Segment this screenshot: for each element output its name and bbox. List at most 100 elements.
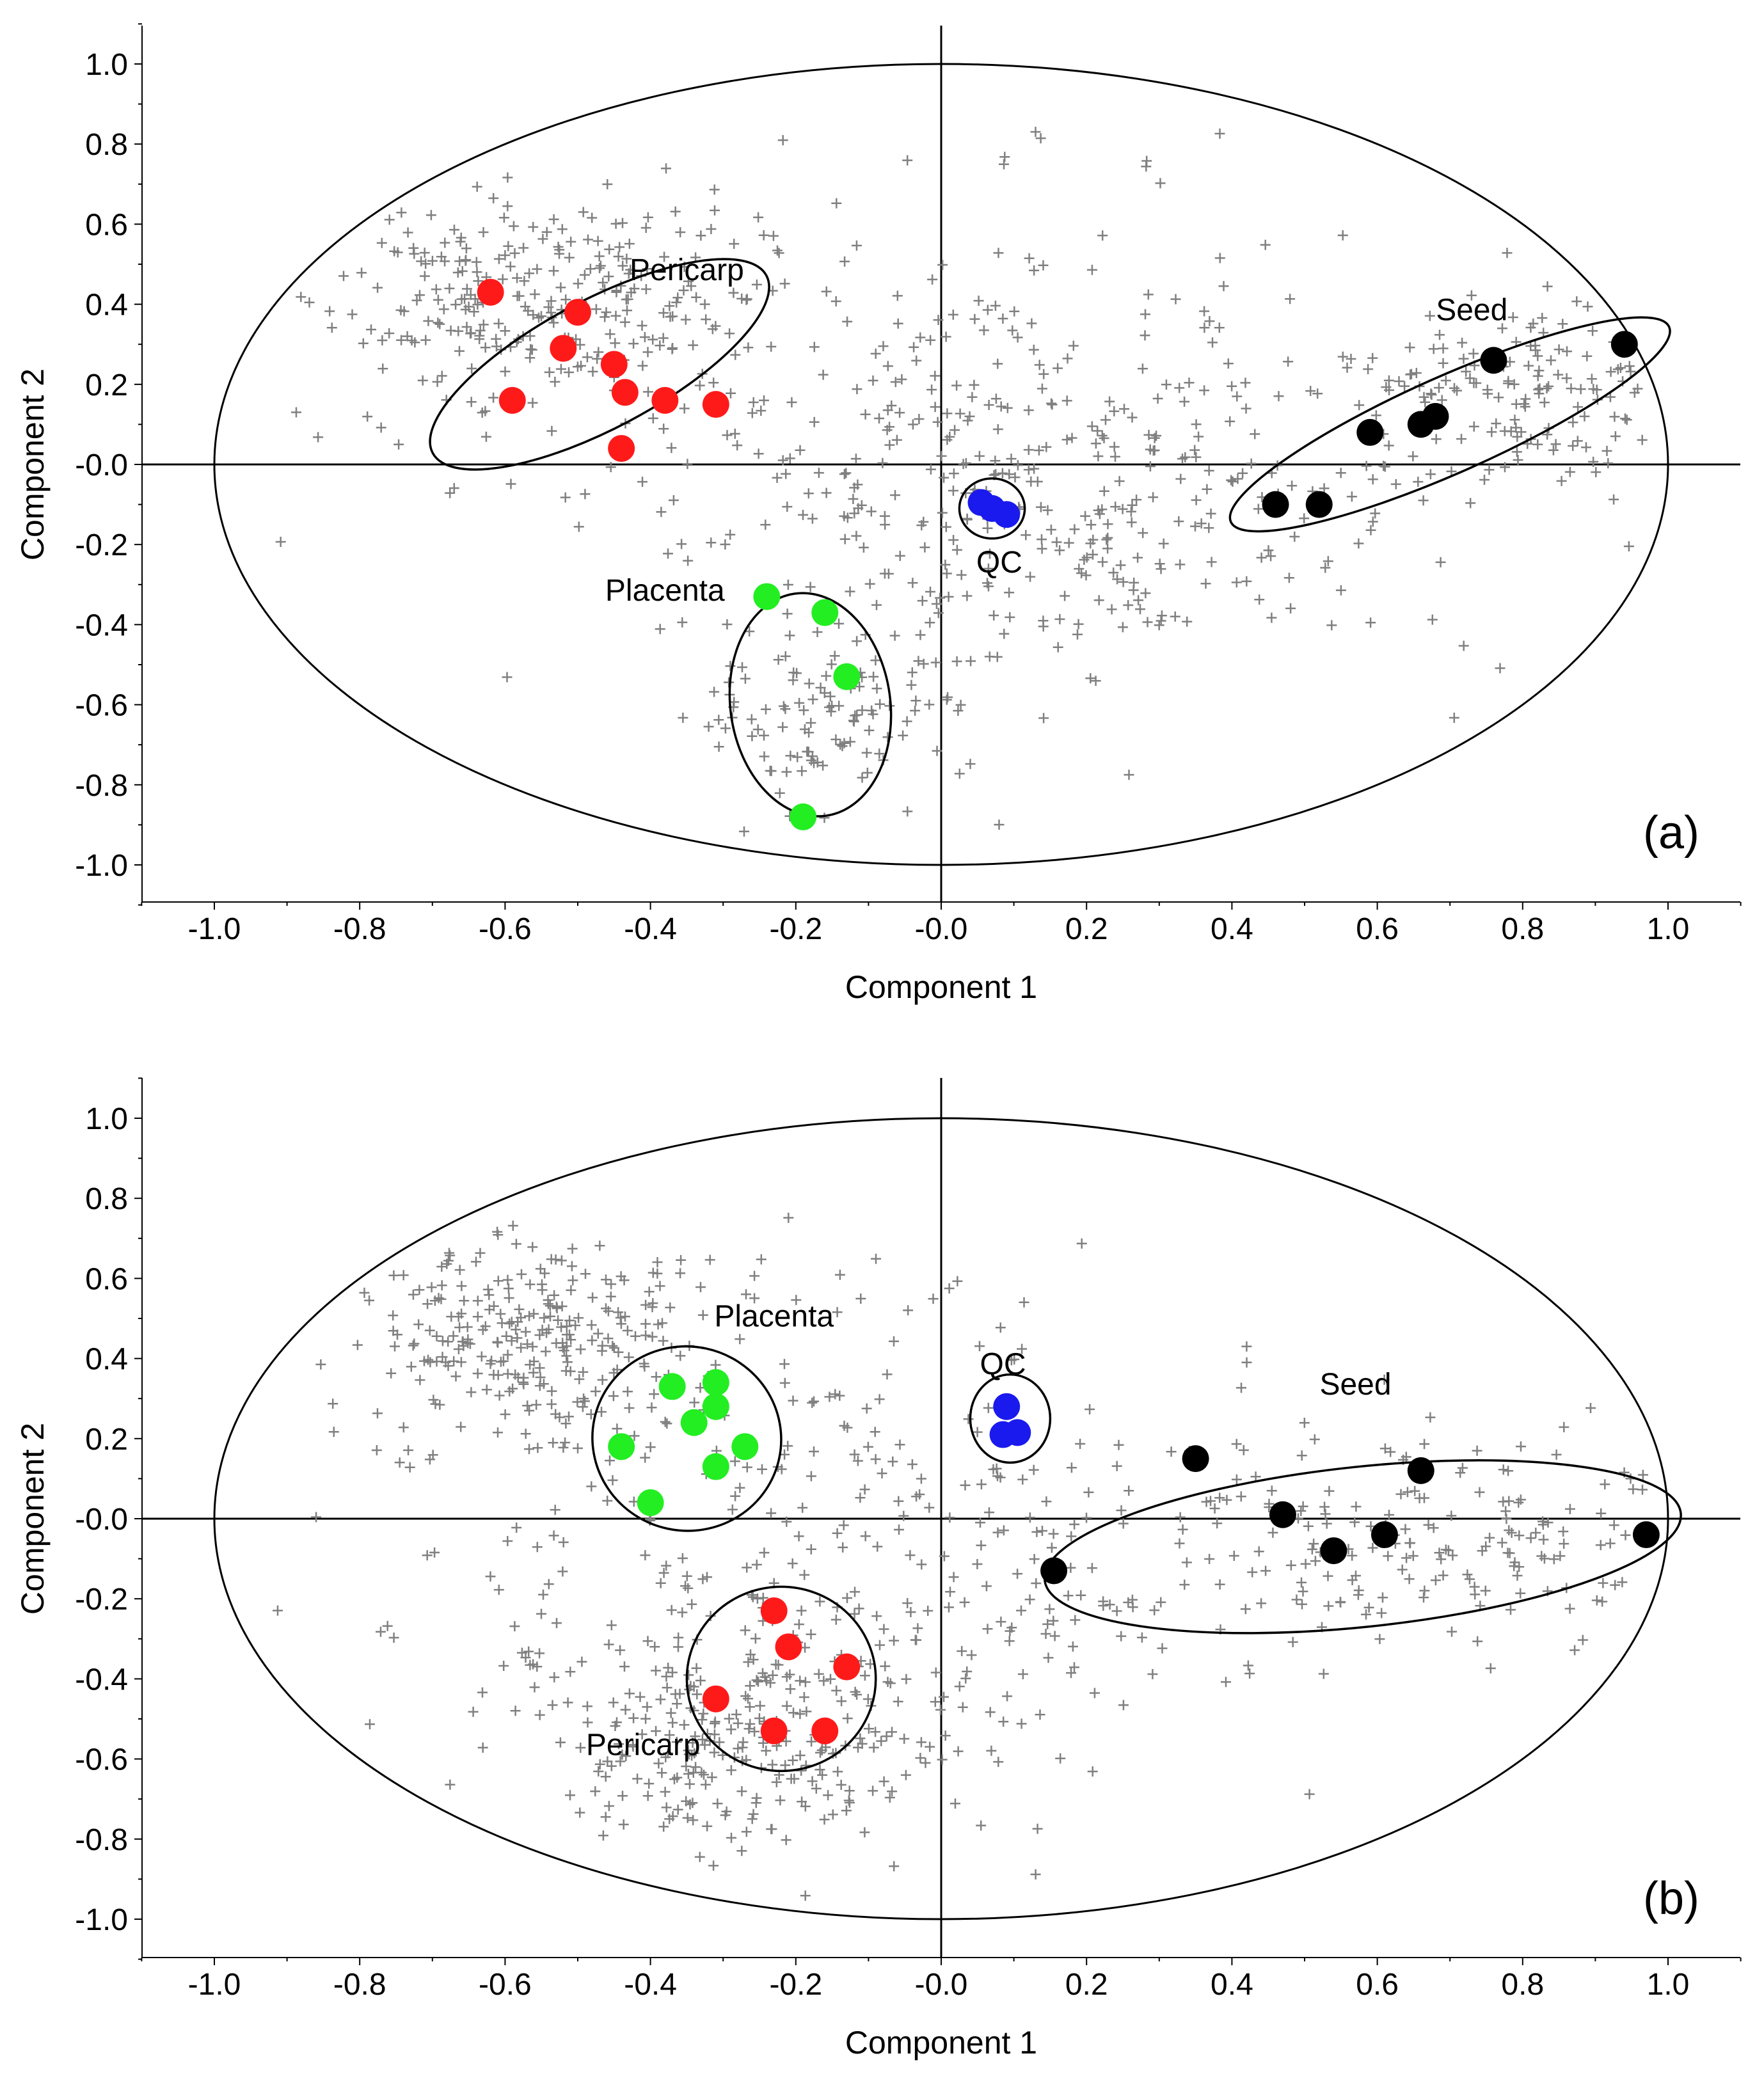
loading-markers [275,127,1648,837]
placenta-sample-point [680,1409,708,1436]
seed-label: Seed [1319,1368,1391,1402]
y-axis-label: Component 2 [15,368,51,560]
pericarp-sample-point [760,1717,788,1745]
qc-sample-point [1004,1419,1031,1446]
placenta-ellipse [591,1345,783,1532]
x-tick-label: 0.8 [1501,1968,1544,2002]
pericarp-sample-point [811,1717,839,1745]
y-tick-label: -1.0 [75,849,128,883]
x-tick-label: 1.0 [1647,1968,1690,2002]
seed-sample-point [1480,347,1507,374]
panel-a: 1.0 0.8 0.6 0.4 0.2 -0.0 -0.2 -0.4 -0.6 -0.8 -1.0 -… [15,23,1742,1005]
placenta-sample-point [833,663,861,690]
panel-b: 1.0 0.8 0.6 0.4 0.2 -0.0 -0.2 -0.4 -0.6 -0.8 -1.0 -… [15,1077,1742,2061]
y-tick-label: -0.2 [75,1583,128,1617]
qc-label: QC [980,1348,1026,1382]
placenta-sample-point [811,599,839,626]
hotelling-ellipse [213,1117,1669,1920]
y-tick-label: -0.8 [75,1823,128,1857]
y-tick-label: 0.4 [85,289,128,322]
seed-sample-point [1182,1445,1209,1473]
group-pericarp: Pericarp [429,253,770,471]
pericarp-label: Pericarp [586,1728,701,1762]
y-tick-label: 0.2 [85,368,128,402]
placenta-sample-point [731,1433,759,1460]
pericarp-sample-point [651,386,679,414]
pericarp-sample-point [775,1633,802,1661]
x-tick-label: -0.6 [479,1968,532,2002]
x-tick-label: -0.4 [624,1968,677,2002]
y-tick-label: 1.0 [85,48,128,82]
seed-sample-point [1610,331,1638,358]
x-tick-label: -0.8 [333,1968,386,2002]
y-tick-label: -0.0 [75,1503,128,1537]
y-tick-label: -0.0 [75,448,128,482]
seed-ellipse [1043,1459,1682,1634]
x-tick-label: 0.6 [1356,912,1399,946]
group-seed: Seed [1228,294,1671,533]
y-axis-label: Component 2 [15,1423,51,1615]
x-tick-label: -1.0 [188,912,241,946]
seed-sample-point [1040,1557,1068,1585]
x-tick-label: 1.0 [1647,912,1690,946]
pericarp-sample-point [477,278,504,306]
y-tick-label: 1.0 [85,1102,128,1136]
y-tick-label: 0.2 [85,1423,128,1457]
seed-sample-point [1305,491,1333,518]
pericarp-sample-point [498,386,526,414]
pericarp-sample-point [702,1685,729,1713]
placenta-sample-point [753,583,781,610]
group-placenta: Placenta [605,574,893,830]
qc-sample-point [993,1393,1021,1420]
group-pericarp: Pericarp [586,1585,877,1773]
qc-ellipse [958,477,1026,540]
pericarp-sample-point [611,379,639,406]
x-tick-label: 0.2 [1065,1968,1108,2002]
x-tick-label: -0.0 [915,912,968,946]
placenta-sample-point [608,1433,635,1460]
y-tick-label: 0.8 [85,1182,128,1216]
placenta-sample-point [702,1453,729,1480]
loading-markers [273,1212,1648,1901]
y-tick-label: 0.6 [85,1262,128,1296]
pericarp-sample-point [833,1653,861,1681]
placenta-sample-point [658,1373,686,1400]
group-qc: QC [969,1348,1052,1464]
qc-ellipse [969,1373,1052,1464]
hotelling-ellipse [213,63,1669,866]
group-qc: QC [958,477,1026,580]
pericarp-sample-point [600,351,628,378]
x-tick-label: -0.6 [479,912,532,946]
group-seed: Seed [1040,1368,1682,1634]
qc-sample-point [993,501,1021,528]
x-tick-label: 0.2 [1065,912,1108,946]
y-tick-label: -0.6 [75,689,128,723]
y-tick-label: -0.6 [75,1743,128,1777]
placenta-sample-point [790,803,817,830]
y-tick-label: 0.8 [85,128,128,162]
x-tick-label: -0.0 [915,1968,968,2002]
seed-sample-point [1262,491,1289,518]
pericarp-sample-point [550,335,577,362]
pericarp-sample-point [564,299,591,326]
placenta-sample-point [702,1393,729,1420]
x-tick-label: -0.8 [333,912,386,946]
y-tick-label: -0.2 [75,528,128,562]
x-tick-label: 0.4 [1211,912,1253,946]
panel-label: (a) [1643,807,1699,859]
pericarp-sample-point [608,434,635,462]
x-tick-label: -0.2 [769,912,822,946]
y-tick-label: -0.8 [75,769,128,803]
pericarp-label: Pericarp [630,253,744,287]
loadings-layer [275,127,1648,837]
placenta-sample-point [702,1369,729,1397]
y-tick-label: 0.4 [85,1343,128,1377]
x-tick-label: -1.0 [188,1968,241,2002]
group-placenta: Placenta [591,1300,834,1532]
seed-label: Seed [1436,294,1507,328]
placenta-label: Placenta [605,574,725,608]
seed-sample-point [1632,1521,1660,1549]
y-tick-label: -0.4 [75,1663,128,1697]
x-tick-label: -0.2 [769,1968,822,2002]
